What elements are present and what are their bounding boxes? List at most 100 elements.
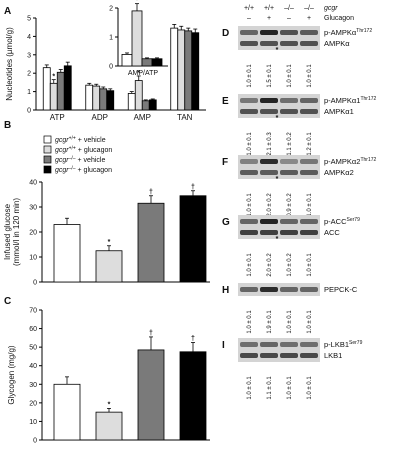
quantification-value: 1.0 ± 0.1: [307, 193, 313, 217]
significance-star: *: [52, 74, 55, 81]
blot-band: [260, 98, 278, 103]
quantification-value: 2.0 ± 0.2: [267, 193, 273, 217]
y-tick-label: 5: [27, 16, 31, 23]
blot-band: [300, 109, 318, 114]
blot-protein: p-ACC: [324, 217, 347, 226]
blot-panel-letter: H: [222, 285, 229, 296]
quantification-value: 2.0 ± 0.2: [267, 253, 273, 277]
y-tick-label: 20: [29, 400, 37, 407]
category-label: ADP: [92, 113, 108, 122]
blot-protein: p-LKB1: [324, 340, 349, 349]
quantification-value: 1.1 ± 0.1: [267, 376, 273, 400]
legend-genotype-sup: +/+: [69, 136, 76, 142]
y-tick-label: 0: [27, 108, 31, 115]
blot-site: Thr172: [360, 157, 376, 163]
blot-protein: LKB1: [324, 351, 342, 360]
blot-band: [280, 230, 298, 235]
significance-mark: †: [191, 336, 195, 343]
glucagon-sign: +: [267, 15, 271, 22]
bar: [131, 10, 143, 67]
y-tick-label: 40: [29, 180, 37, 187]
bar: [53, 383, 81, 441]
bar: [106, 90, 115, 111]
legend-genotype: gcgr: [55, 137, 69, 144]
y-tick-label: 2: [27, 71, 31, 78]
quantification-value: 0.9 ± 0.2: [287, 193, 293, 217]
blot-label: p-AMPKα1Thr172: [324, 96, 376, 105]
y-tick-label: 50: [29, 345, 37, 352]
legend-treatment: + vehicle: [76, 137, 106, 144]
panel-letter-a: A: [4, 6, 11, 17]
bar: [63, 65, 72, 111]
blot-background: [238, 94, 320, 118]
glucagon-sign: –: [247, 15, 251, 22]
significance-mark: *: [108, 401, 111, 408]
quantification-value: 1.0 ± 0.1: [307, 310, 313, 334]
significance-star: *: [276, 176, 279, 183]
quantification-value: 1.0 ± 0.1: [307, 376, 313, 400]
blot-protein: AMPKα: [324, 39, 350, 48]
y-tick-label: 4: [27, 34, 31, 41]
blot-band: [280, 219, 298, 224]
legend-label: gcgr+/+ + vehicle: [55, 136, 106, 145]
glucagon-sign: –: [287, 15, 291, 22]
blot-protein: AMPKα1: [324, 107, 354, 116]
bar: [179, 351, 207, 441]
blot-band: [260, 41, 278, 46]
quantification-value: 1.0 ± 0.1: [287, 64, 293, 88]
significance-mark: †: [191, 184, 195, 191]
blot-background: [238, 215, 320, 239]
blot-band: [300, 98, 318, 103]
blot-band: [280, 170, 298, 175]
blot-band: [280, 30, 298, 35]
blot-band: [240, 219, 258, 224]
quantification-value: 1.0 ± 0.1: [247, 376, 253, 400]
blot-label: AMPKα1: [324, 107, 354, 116]
quantification-value: 1.0 ± 0.1: [247, 64, 253, 88]
blot-site: Thr172: [360, 96, 376, 102]
blot-band: [300, 159, 318, 164]
y-axis-title: Glycogen (mg/g): [7, 345, 16, 404]
blot-band: [240, 230, 258, 235]
bar: [99, 88, 108, 111]
quantification-value: 1.0 ± 0.1: [247, 310, 253, 334]
blot-protein: ACC: [324, 228, 340, 237]
blot-band: [300, 219, 318, 224]
bar: [179, 195, 207, 283]
legend-treatment: + glucagon: [76, 167, 112, 174]
blot-band: [260, 219, 278, 224]
blot-band: [300, 30, 318, 35]
legend-label: gcgr–/– + glucagon: [55, 166, 112, 175]
blot-label: AMPKα2: [324, 168, 354, 177]
blot-protein: PEPCK-C: [324, 285, 358, 294]
bar: [134, 80, 143, 111]
y-tick-label: 0: [33, 438, 37, 445]
bar: [141, 100, 150, 111]
y-tick-label: 10: [29, 419, 37, 426]
y-tick-label: 70: [29, 308, 37, 315]
y-axis-title-2: (mmol/l in 120 min): [12, 198, 21, 266]
blot-band: [260, 30, 278, 35]
blot-label: p-ACCSer79: [324, 217, 360, 226]
quantification-value: 1.0 ± 0.1: [247, 132, 253, 156]
y-tick-label: 0: [109, 64, 113, 71]
quantification-value: 2.1 ± 0.3: [267, 132, 273, 156]
y-tick-label: 10: [29, 255, 37, 262]
blot-site: Ser79: [347, 217, 361, 223]
blot-band: [260, 109, 278, 114]
legend-genotype: gcgr: [55, 167, 69, 174]
blot-band: [240, 98, 258, 103]
y-tick-label: 1: [109, 35, 113, 42]
quantification-value: 1.0 ± 0.1: [287, 376, 293, 400]
bar: [151, 58, 163, 67]
bar: [141, 58, 153, 67]
significance-mark: †: [149, 330, 153, 337]
blot-band: [280, 109, 298, 114]
category-label: AMP: [134, 113, 151, 122]
blot-band: [240, 353, 258, 358]
y-tick-label: 2: [109, 6, 113, 13]
bar: [137, 202, 165, 283]
quantification-value: 1.0 ± 0.1: [247, 193, 253, 217]
y-tick-label: 30: [29, 382, 37, 389]
